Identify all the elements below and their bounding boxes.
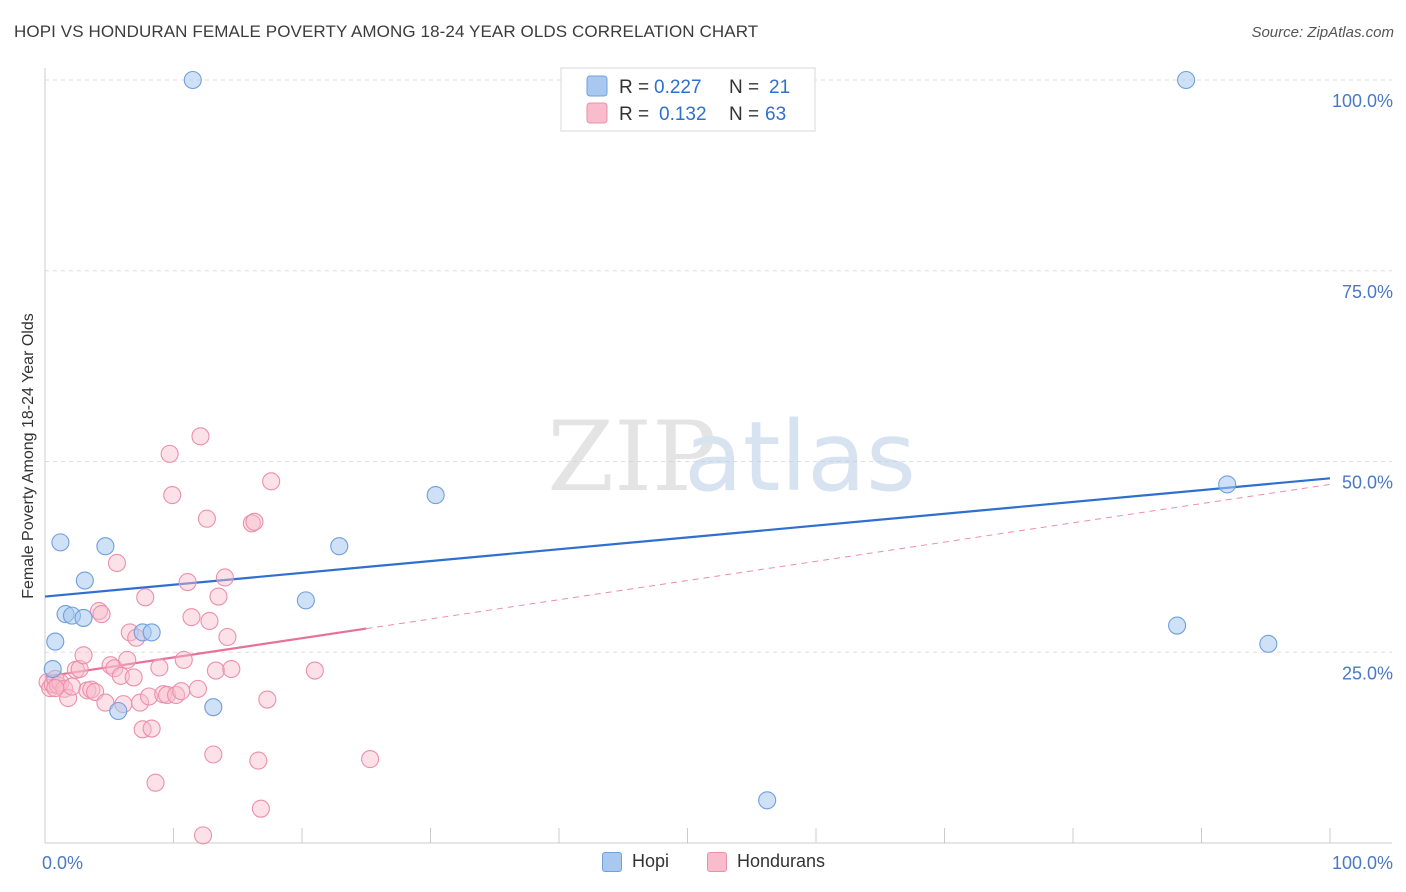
hondurans-points [38,427,380,845]
hondurans-point [182,608,201,627]
y-tick-label: 100.0% [1332,91,1393,111]
hondurans-point [209,587,228,606]
hopi-point [46,632,65,651]
legend-item-hondurans[interactable]: Hondurans [707,851,825,872]
hopi-trend-line [44,477,1331,598]
hondurans-point [172,682,191,701]
hondurans-point [136,588,155,607]
hondurans-point [200,611,219,631]
source-label: Source: ZipAtlas.com [1251,24,1394,41]
gridlines [45,79,1392,653]
hondurans-point [258,690,277,709]
hondurans-point [305,661,324,680]
hondurans-point [140,687,159,706]
y-tick-label: 50.0% [1342,473,1393,493]
legend-hond-r-label: R = [619,104,649,125]
hondurans-point [92,605,111,624]
legend-hopi-r-value: 0.227 [654,77,702,98]
legend-item-hopi[interactable]: Hopi [602,851,669,872]
legend-hond-n-label: N = [729,104,759,125]
hondurans-point [206,661,225,680]
hondurans-point [218,627,237,647]
hondurans-point [361,750,380,769]
legend-hopi-swatch [586,75,608,97]
hondurans-point [215,568,234,587]
hondurans-point [142,719,161,738]
hopi-point [43,659,62,679]
correlation-legend: R = 0.227 N = 21 R = 0.132 N = 63 [560,67,816,132]
hopi-point [142,623,161,642]
hondurans-point [197,509,216,528]
hopi-point [330,537,349,556]
hondurans-point [251,799,270,818]
hondurans-point [105,659,124,678]
hopi-points [43,70,1278,810]
hopi-point [204,698,223,717]
hondurans-point [107,553,127,573]
hondurans-point [188,679,207,698]
hondurans-point [249,751,268,770]
hopi-point [51,533,70,552]
hondurans-legend-label: Hondurans [737,851,826,871]
chart-title: HOPI VS HONDURAN FEMALE POVERTY AMONG 18… [14,22,759,41]
hopi-point [75,571,94,590]
watermark-atlas: atlas [684,401,916,513]
hondurans-point [262,472,281,491]
watermark-zip: ZIP [547,401,716,513]
hondurans-point [124,668,143,687]
legend-hond-swatch [586,102,608,124]
hopi-point [1177,70,1196,90]
hondurans-point [150,658,169,677]
hondurans-point [160,444,179,463]
hondurans-trend-extension [366,483,1331,630]
y-tick-label: 75.0% [1342,282,1393,302]
hondurans-point [222,659,241,679]
hopi-swatch [602,851,622,872]
hondurans-point [245,512,264,531]
hopi-point [296,591,315,610]
hondurans-point [194,826,213,845]
x-tick-label-max: 100.0% [1332,853,1393,873]
hondurans-point [62,677,82,696]
hondurans-point [146,773,165,792]
trend-lines [44,477,1331,678]
hondurans-point [74,646,93,665]
axes [44,68,1392,844]
hondurans-point [204,745,223,764]
hopi-point [74,608,93,627]
hopi-point [1168,616,1187,635]
y-tick-label: 25.0% [1342,663,1393,683]
hondurans-point [46,679,65,698]
hondurans-point [178,573,197,592]
hopi-point [96,537,115,556]
hondurans-point [118,650,137,669]
tick-labels: 25.0% 50.0% 75.0% 100.0% 0.0% 100.0% [42,91,1393,873]
hopi-point [109,701,128,721]
hopi-point [758,791,777,810]
hopi-legend-label: Hopi [632,851,670,871]
hondurans-trend-line [44,627,367,678]
hopi-point [183,70,202,90]
hondurans-point [163,486,182,505]
hopi-point [1259,634,1278,653]
hondurans-point [59,688,78,708]
legend-hopi-n-value: 21 [769,77,790,98]
x-tick-label-min: 0.0% [42,853,83,873]
watermark: ZIP atlas [547,401,916,513]
hopi-point [1218,475,1237,494]
hopi-point [426,486,445,505]
hondurans-point [89,601,109,621]
legend-hopi-n-label: N = [729,77,759,98]
hondurans-point [191,427,210,446]
hondurans-point [96,693,115,712]
legend-hopi-r-label: R = [619,77,649,98]
series-legend: Hopi Hondurans [0,851,1406,879]
hondurans-swatch [707,851,727,872]
hondurans-point [70,659,89,679]
hondurans-point [131,693,150,712]
legend-hond-r-value: 0.132 [659,104,707,125]
legend-hond-n-value: 63 [765,104,786,125]
hondurans-point [174,650,193,669]
